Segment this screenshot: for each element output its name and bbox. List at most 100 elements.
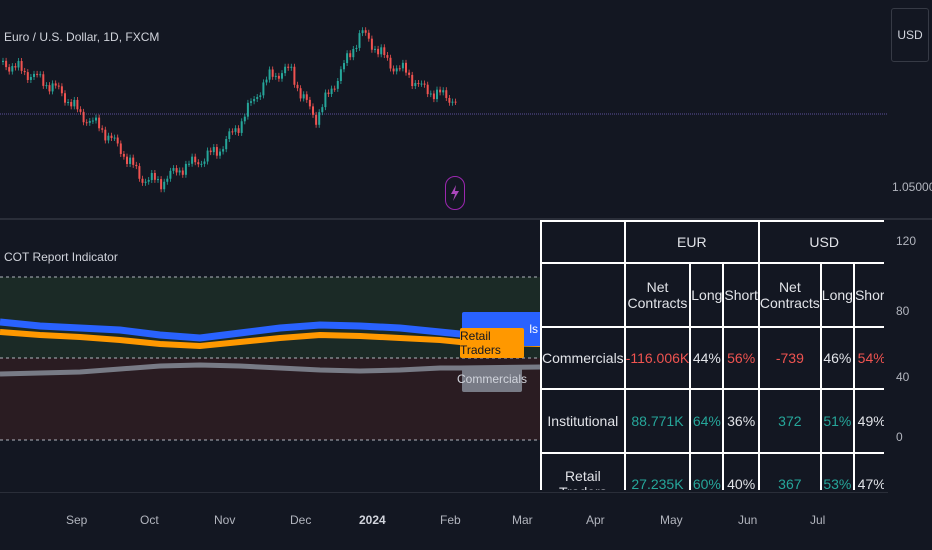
retail-tag-label: Retail Traders [460,329,501,357]
candle-body [206,150,209,162]
candle-body [448,97,451,103]
col-header: Short [722,262,760,328]
candle-body [417,83,420,85]
time-label-month: Nov [214,513,236,527]
table-cell: 64% [689,388,725,454]
candle-body [20,61,23,71]
candle-body [23,70,26,73]
candle-body [318,112,321,125]
candle-body [48,85,51,92]
candle-body [107,135,110,141]
pane-divider[interactable] [0,218,932,220]
candle-body [225,138,228,150]
candle-body [73,99,76,107]
header-empty [540,262,626,328]
candle-body [246,102,249,117]
time-axis[interactable] [0,492,932,550]
candle-body [240,121,243,133]
candle-body [305,94,308,100]
candle-body [14,66,17,68]
col-header: Short [852,262,884,328]
retail-series [0,329,541,350]
table-row-commercials: Commercials -116.006K 44% 56% -739 46% 5… [540,326,884,390]
candle-body [293,66,296,85]
candle-body [126,156,128,164]
candle-body [138,166,141,179]
candle-body [439,89,442,93]
candle-body [355,47,358,50]
candle-body [98,117,101,129]
candle-body [259,95,262,97]
candle-body [178,170,181,173]
candle-body [166,178,169,182]
table-cell: 47% [852,452,884,490]
candle-body [327,92,330,95]
candle-body [411,74,414,87]
indicator-title[interactable]: COT Report Indicator [4,250,118,264]
candle-body [299,88,302,99]
table-row-retail: Retail Traders 27.235K 60% 40% 367 53% 4… [540,452,884,490]
indicator-pane[interactable]: COT Report Indicator ls Retail Traders C… [0,220,888,490]
table-corner [540,220,626,264]
candle-body [361,30,364,34]
lightning-icon[interactable] [445,176,465,210]
candle-body [358,33,361,48]
price-chart[interactable]: Euro / U.S. Dollar, 1D, FXCM [0,0,888,218]
time-label-month: Oct [140,513,159,527]
commercials-tag-label: Commercials [457,372,528,386]
candle-body [281,73,283,79]
candle-body [79,109,82,112]
currency-button[interactable]: USD [891,8,929,62]
time-label-month: Mar [512,513,533,527]
candle-body [51,83,54,92]
price-scale[interactable]: USD 1.05000 [888,0,932,218]
candle-body [157,179,159,181]
candle-body [436,89,438,100]
candle-body [169,170,172,179]
candle-body [64,93,66,103]
candle-body [181,170,184,175]
table-cell: 27.235K [623,452,692,490]
candle-body [212,147,215,153]
candle-body [129,157,132,164]
commercials-tag: Commercials [457,366,527,392]
candle-body [339,69,342,81]
candle-body [85,122,88,124]
candle-body [95,117,97,121]
candle-body [70,102,73,107]
candle-body [346,53,349,64]
candle-body [54,83,57,86]
candle-body [219,151,221,156]
upper-zone [0,277,540,358]
table-cell: 60% [689,452,725,490]
candle-body [45,85,48,87]
candle-body [253,98,256,102]
time-label-month: Dec [290,513,312,527]
cot-data-table: EUR USD Net Contracts Long Short Net Con… [540,220,884,490]
candle-body [442,90,445,93]
candle-body [370,38,373,50]
col-header: Net Contracts [757,262,822,328]
candle-body [209,150,212,153]
candle-body [308,99,311,107]
time-label-month: Apr [586,513,605,527]
indicator-scale[interactable]: 120 80 40 0 [888,220,932,490]
candle-body [150,172,153,181]
candle-body [67,102,70,104]
candle-body [290,66,293,68]
candle-body [398,68,401,70]
table-cell: 36% [722,388,760,454]
candle-body [135,164,138,167]
candle-body [175,168,178,173]
candle-body [119,143,122,154]
symbol-title[interactable]: Euro / U.S. Dollar, 1D, FXCM [4,30,160,44]
candle-body [88,120,91,123]
cot-table: EUR USD Net Contracts Long Short Net Con… [540,220,884,490]
table-cell: 46% [819,326,855,390]
candle-body [231,131,234,133]
candle-body [343,63,345,70]
candle-body [215,147,218,156]
candle-body [184,163,187,175]
candle-body [386,55,389,58]
candle-body [101,128,104,130]
